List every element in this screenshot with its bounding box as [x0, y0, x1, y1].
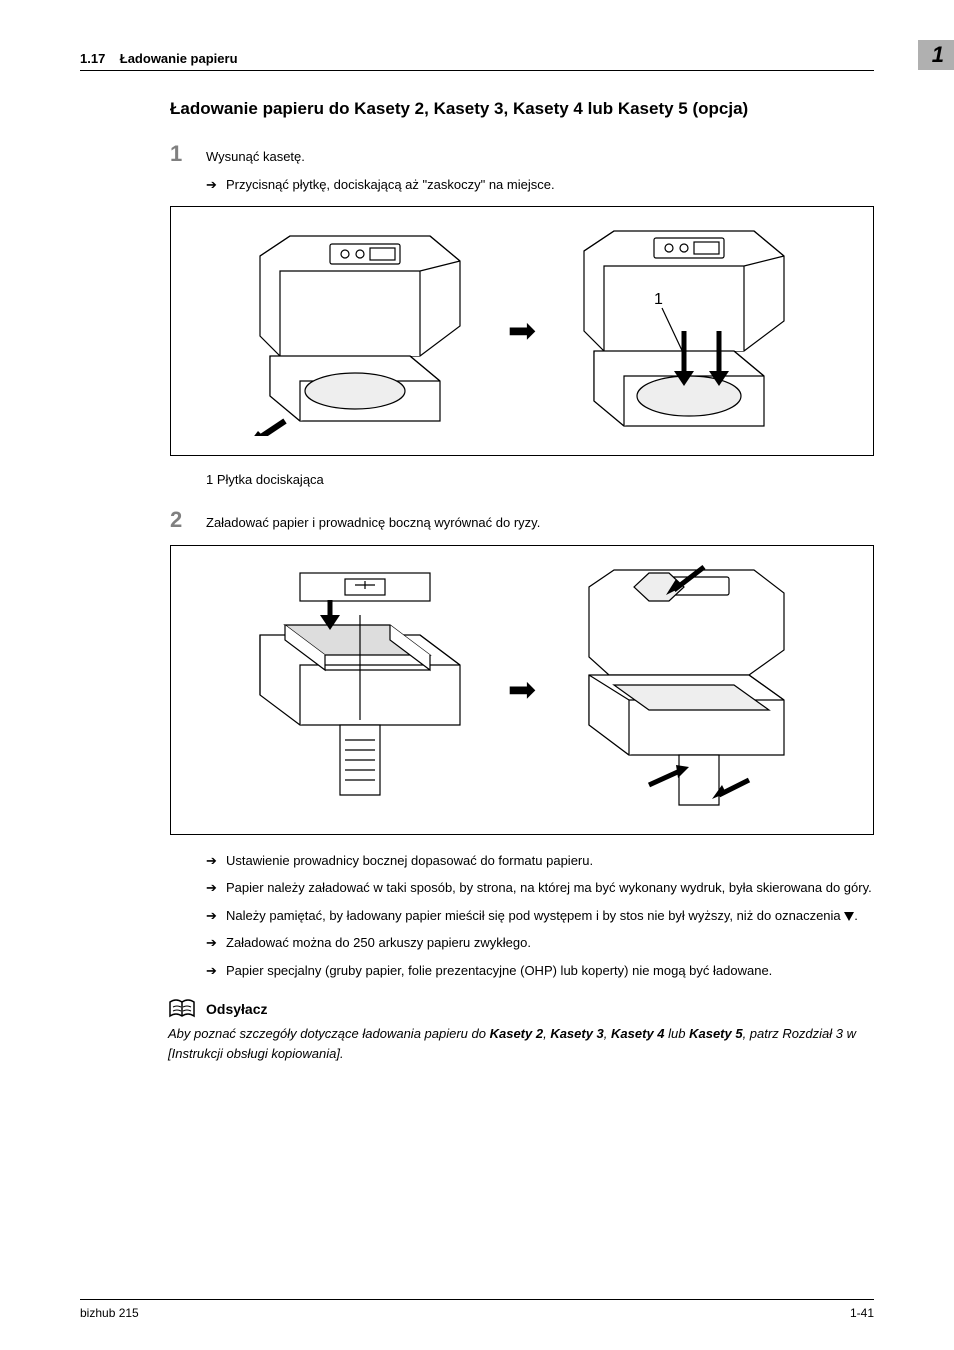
- header-section: 1.17 Ładowanie papieru: [80, 51, 238, 66]
- substep: ➔ Załadować można do 250 arkuszy papieru…: [206, 933, 874, 953]
- reference-heading: Odsyłacz: [168, 998, 874, 1020]
- step-text: Załadować papier i prowadnicę boczną wyr…: [206, 513, 540, 533]
- substep-text: Ustawienie prowadnicy bocznej dopasować …: [226, 851, 593, 871]
- figure-2: ➡: [170, 545, 874, 835]
- reference-block: Odsyłacz Aby poznać szczegóły dotyczące …: [168, 998, 874, 1063]
- substep-text: Należy pamiętać, by ładowany papier mieś…: [226, 906, 858, 926]
- reference-text: Aby poznać szczegóły dotyczące ładowania…: [168, 1024, 874, 1063]
- arrow-icon: ➔: [206, 935, 226, 951]
- substep: ➔ Papier należy załadować w taki sposób,…: [206, 878, 874, 898]
- right-arrow-icon: ➡: [508, 670, 537, 710]
- section-title: Ładowanie papieru do Kasety 2, Kasety 3,…: [170, 99, 874, 119]
- triangle-down-icon: [844, 912, 854, 921]
- substep-text: Papier specjalny (gruby papier, folie pr…: [226, 961, 772, 981]
- tray-guide-illustration: [554, 565, 814, 815]
- right-arrow-icon: ➡: [508, 311, 537, 351]
- figure-1-caption: 1 Płytka dociskająca: [206, 472, 874, 487]
- step-number: 2: [170, 509, 206, 531]
- substep-text: Załadować można do 250 arkuszy papieru z…: [226, 933, 531, 953]
- footer-product: bizhub 215: [80, 1306, 139, 1320]
- page-header: 1.17 Ładowanie papieru 1: [80, 40, 874, 71]
- substep-text: Papier należy załadować w taki sposób, b…: [226, 878, 872, 898]
- arrow-icon: ➔: [206, 853, 226, 869]
- step-2: 2 Załadować papier i prowadnicę boczną w…: [170, 509, 874, 533]
- footer-pagenum: 1-41: [850, 1306, 874, 1320]
- reference-label: Odsyłacz: [206, 1001, 267, 1017]
- step-1: 1 Wysunąć kasetę.: [170, 143, 874, 167]
- arrow-icon: ➔: [206, 880, 226, 896]
- step-number: 1: [170, 143, 206, 165]
- header-section-num: 1.17: [80, 51, 105, 66]
- chapter-tab: 1: [918, 40, 954, 70]
- figure-1: ➡ 1: [170, 206, 874, 456]
- substep: ➔ Należy pamiętać, by ładowany papier mi…: [206, 906, 874, 926]
- tray-paper-illustration: [230, 565, 490, 815]
- substep: ➔ Przycisnąć płytkę, dociskającą aż "zas…: [206, 175, 874, 195]
- printer-open-illustration: [230, 226, 490, 436]
- book-icon: [168, 998, 196, 1020]
- printer-press-illustration: 1: [554, 226, 814, 436]
- substep: ➔ Papier specjalny (gruby papier, folie …: [206, 961, 874, 981]
- arrow-icon: ➔: [206, 177, 226, 193]
- header-section-name: Ładowanie papieru: [120, 51, 238, 66]
- arrow-icon: ➔: [206, 908, 226, 924]
- step-text: Wysunąć kasetę.: [206, 147, 305, 167]
- page-footer: bizhub 215 1-41: [80, 1299, 874, 1320]
- substep-text: Przycisnąć płytkę, dociskającą aż "zasko…: [226, 175, 555, 195]
- arrow-icon: ➔: [206, 963, 226, 979]
- svg-text:1: 1: [654, 291, 663, 308]
- substep: ➔ Ustawienie prowadnicy bocznej dopasowa…: [206, 851, 874, 871]
